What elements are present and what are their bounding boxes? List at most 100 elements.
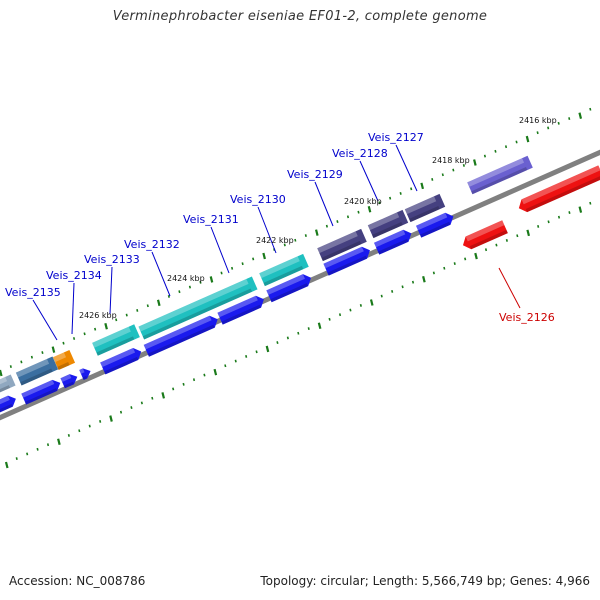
gene-label: Veis_2130 <box>230 193 286 206</box>
outer-tick-ring <box>0 107 592 377</box>
inner-scale-tick <box>255 350 258 354</box>
scale-tick <box>83 332 86 336</box>
inner-scale-tick <box>391 290 394 293</box>
scale-tick <box>346 215 350 219</box>
inner-scale-tick <box>464 257 467 261</box>
scale-tick <box>283 243 286 247</box>
scale-tick <box>367 205 372 213</box>
inner-scale-tick <box>411 280 415 284</box>
scale-tick <box>231 266 234 270</box>
inner-scale-tick <box>234 359 237 363</box>
inner-scale-tick <box>151 396 154 400</box>
inner-scale-tick <box>484 248 488 252</box>
cds-veis-2127-lower <box>415 212 454 238</box>
scale-tick <box>515 140 518 144</box>
inner-scale-tick <box>557 215 561 219</box>
scale-tick <box>452 168 455 172</box>
cds-veis-2134-lower <box>79 368 91 381</box>
scale-tick <box>315 229 319 236</box>
cds-veis-2130-lower <box>266 274 312 303</box>
scale-tick <box>115 318 118 322</box>
inner-scale-tick <box>192 378 196 382</box>
inner-scale-tick <box>307 327 310 331</box>
gene-veis-2135-block <box>15 356 59 386</box>
scale-tick <box>578 112 583 119</box>
feature-track <box>0 155 600 415</box>
scale-tick <box>20 360 23 364</box>
scale-tick <box>146 304 149 308</box>
inner-scale-tick <box>140 401 143 405</box>
leader-line <box>395 144 418 192</box>
leader-line <box>314 181 334 227</box>
scale-tick <box>568 117 571 121</box>
scale-tick <box>536 131 539 135</box>
scale-tick <box>199 280 202 284</box>
gene-label: Veis_2128 <box>332 147 388 160</box>
scale-tick <box>220 271 223 275</box>
scale-tick <box>62 341 65 345</box>
scale-tick <box>252 257 255 261</box>
scale-tick <box>72 337 76 340</box>
scale-tick <box>494 149 497 153</box>
gene-veis-2130-block <box>259 253 309 287</box>
inner-scale-tick <box>349 308 352 312</box>
inner-scale-tick <box>317 322 322 329</box>
leader-line <box>151 251 171 297</box>
scale-tick <box>462 163 465 167</box>
scale-tick <box>473 159 477 166</box>
scale-tick <box>525 135 530 143</box>
genome-summary-text: Topology: circular; Length: 5,566,749 bp… <box>260 574 590 588</box>
scale-tick <box>410 187 413 191</box>
gene-veis-2127-block <box>404 193 446 223</box>
leader-line <box>257 206 277 254</box>
kbp-label: 2422 kbp <box>256 236 294 245</box>
gene-veis-2126b-block <box>462 220 508 250</box>
scale-tick <box>483 154 487 158</box>
inner-scale-tick <box>265 345 270 353</box>
gene-label: Veis_2126 <box>499 311 555 324</box>
gene-label: Veis_2135 <box>5 286 61 299</box>
scale-tick <box>0 369 3 377</box>
inner-scale-tick <box>328 317 331 321</box>
inner-scale-tick <box>245 355 248 358</box>
leader-line <box>109 266 113 315</box>
scale-tick <box>325 224 328 228</box>
scale-tick <box>209 276 214 283</box>
gene-label: Veis_2133 <box>84 253 140 266</box>
inner-scale-tick <box>369 299 374 306</box>
inner-scale-tick <box>286 336 289 340</box>
cds-veis-2135-lower <box>60 374 78 389</box>
scale-tick <box>504 145 508 149</box>
gene-veis-2134-block <box>52 349 76 371</box>
scale-tick <box>51 346 56 353</box>
scale-tick <box>336 220 339 223</box>
kbp-label: 2418 kbp <box>432 156 470 165</box>
inner-scale-tick <box>182 382 185 386</box>
cds-veis-2132-lower <box>143 315 218 357</box>
scale-tick <box>41 351 44 354</box>
inner-scale-tick <box>443 266 446 270</box>
leader-line <box>498 267 521 309</box>
inner-scale-tick <box>568 211 571 214</box>
scale-tick <box>156 299 161 307</box>
scale-tick <box>304 234 307 238</box>
leader-line <box>359 160 379 202</box>
gene-label: Veis_2127 <box>368 131 424 144</box>
inner-scale-tick <box>380 294 383 298</box>
inner-scale-tick <box>453 262 456 266</box>
scale-tick <box>104 322 108 330</box>
inner-scale-tick <box>338 313 342 317</box>
leader-line <box>32 299 58 341</box>
leader-line <box>71 282 75 335</box>
map-title: Verminephrobacter eiseniae EF01-2, compl… <box>112 9 488 24</box>
inner-scale-tick <box>78 429 81 433</box>
gene-veis-2128-block <box>367 209 409 239</box>
gene-veis-2132-block <box>92 324 140 356</box>
cds-veis-2126-lower <box>467 155 533 195</box>
scale-tick <box>589 107 592 111</box>
kbp-scale-labels: 2416 kbp 2418 kbp 2420 kbp 2422 kbp 2424 kbp… <box>79 116 557 320</box>
inner-scale-tick <box>109 415 113 422</box>
label-leader-lines <box>32 144 521 341</box>
